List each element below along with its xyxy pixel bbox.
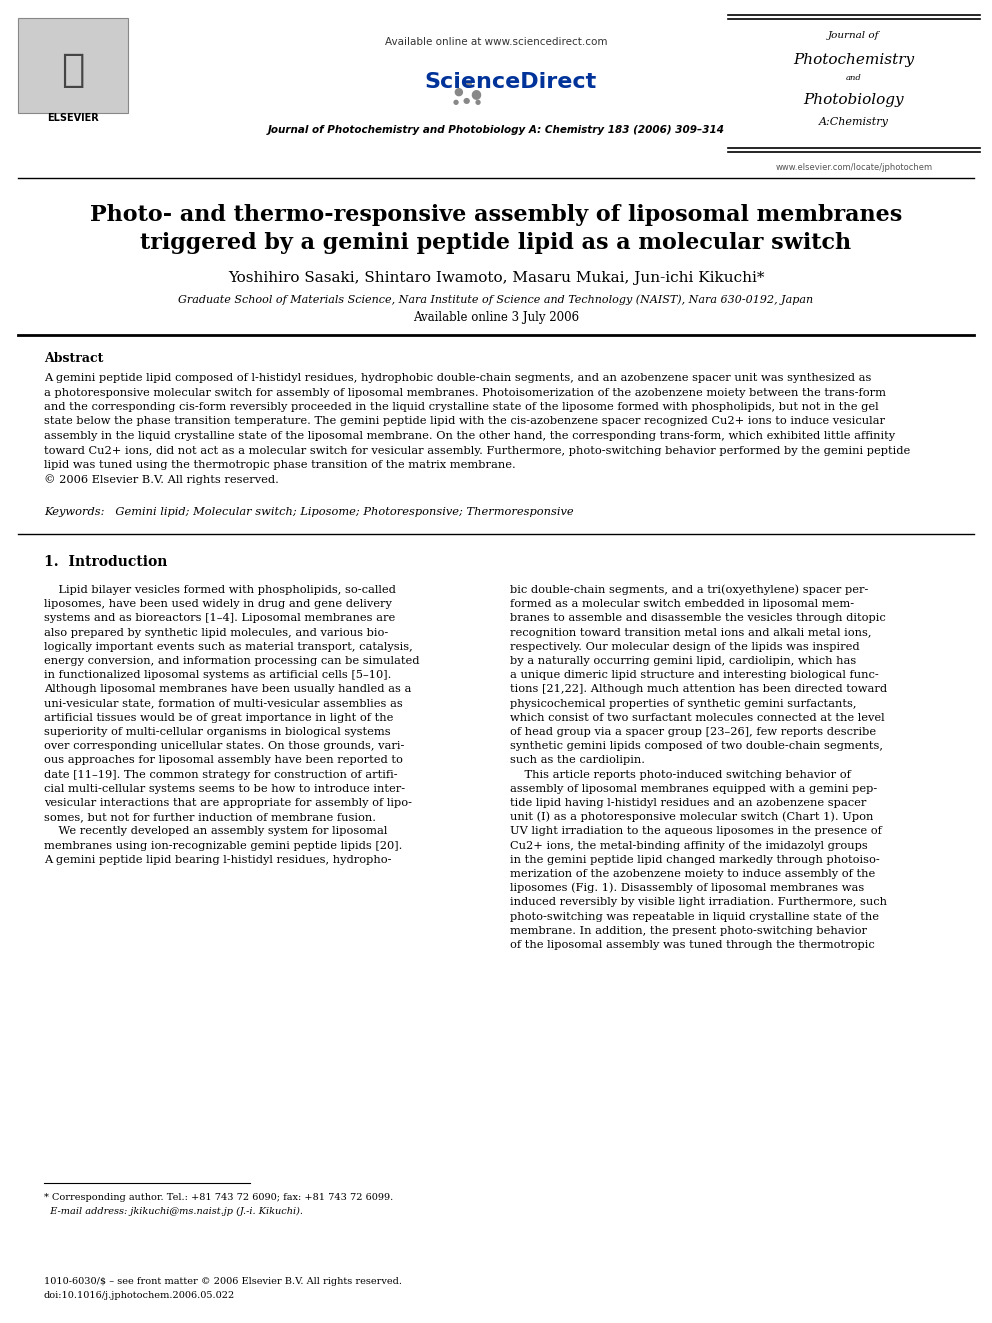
Text: unit (I) as a photoresponsive molecular switch (Chart 1). Upon: unit (I) as a photoresponsive molecular … [510,812,873,823]
Text: ●: ● [453,99,459,105]
Text: respectively. Our molecular design of the lipids was inspired: respectively. Our molecular design of th… [510,642,860,652]
Text: of head group via a spacer group [23–26], few reports describe: of head group via a spacer group [23–26]… [510,728,876,737]
Text: Keywords:   Gemini lipid; Molecular switch; Liposome; Photoresponsive; Thermores: Keywords: Gemini lipid; Molecular switch… [44,507,573,517]
Text: ●: ● [475,99,481,105]
Text: Available online 3 July 2006: Available online 3 July 2006 [413,311,579,324]
Text: also prepared by synthetic lipid molecules, and various bio-: also prepared by synthetic lipid molecul… [44,627,388,638]
Text: state below the phase transition temperature. The gemini peptide lipid with the : state below the phase transition tempera… [44,417,885,426]
Text: tions [21,22]. Although much attention has been directed toward: tions [21,22]. Although much attention h… [510,684,887,695]
Text: artificial tissues would be of great importance in light of the: artificial tissues would be of great imp… [44,713,394,722]
Text: Journal of: Journal of [828,30,880,40]
Text: UV light irradiation to the aqueous liposomes in the presence of: UV light irradiation to the aqueous lipo… [510,827,882,836]
Text: * Corresponding author. Tel.: +81 743 72 6090; fax: +81 743 72 6099.: * Corresponding author. Tel.: +81 743 72… [44,1192,393,1201]
Text: assembly in the liquid crystalline state of the liposomal membrane. On the other: assembly in the liquid crystalline state… [44,431,895,441]
Text: www.elsevier.com/locate/jphotochem: www.elsevier.com/locate/jphotochem [776,164,932,172]
Text: which consist of two surfactant molecules connected at the level: which consist of two surfactant molecule… [510,713,885,722]
Text: ●: ● [462,95,469,105]
Text: A:Chemistry: A:Chemistry [819,116,889,127]
Text: ELSEVIER: ELSEVIER [48,112,99,123]
Text: logically important events such as material transport, catalysis,: logically important events such as mater… [44,642,413,652]
Text: Photobiology: Photobiology [804,93,905,107]
Text: physicochemical properties of synthetic gemini surfactants,: physicochemical properties of synthetic … [510,699,856,709]
Text: Graduate School of Materials Science, Nara Institute of Science and Technology (: Graduate School of Materials Science, Na… [179,295,813,306]
Text: and the corresponding cis-form reversibly proceeded in the liquid crystalline st: and the corresponding cis-form reversibl… [44,402,879,411]
Text: ●: ● [463,79,472,89]
Text: recognition toward transition metal ions and alkali metal ions,: recognition toward transition metal ions… [510,627,872,638]
Text: © 2006 Elsevier B.V. All rights reserved.: © 2006 Elsevier B.V. All rights reserved… [44,474,279,486]
Text: Yoshihiro Sasaki, Shintaro Iwamoto, Masaru Mukai, Jun-ichi Kikuchi*: Yoshihiro Sasaki, Shintaro Iwamoto, Masa… [228,271,764,284]
Text: liposomes (Fig. 1). Disassembly of liposomal membranes was: liposomes (Fig. 1). Disassembly of lipos… [510,882,864,893]
Text: 🏛: 🏛 [62,52,84,89]
Text: ●: ● [453,87,463,97]
Text: Photochemistry: Photochemistry [794,53,915,67]
Text: Cu2+ ions, the metal-binding affinity of the imidazolyl groups: Cu2+ ions, the metal-binding affinity of… [510,840,868,851]
Text: 1010-6030/$ – see front matter © 2006 Elsevier B.V. All rights reserved.: 1010-6030/$ – see front matter © 2006 El… [44,1277,402,1286]
Text: doi:10.1016/j.jphotochem.2006.05.022: doi:10.1016/j.jphotochem.2006.05.022 [44,1290,235,1299]
Text: A gemini peptide lipid composed of l-histidyl residues, hydrophobic double-chain: A gemini peptide lipid composed of l-his… [44,373,871,382]
Text: E-mail address: jkikuchi@ms.naist.jp (J.-i. Kikuchi).: E-mail address: jkikuchi@ms.naist.jp (J.… [44,1207,303,1216]
Text: A gemini peptide lipid bearing l-histidyl residues, hydropho-: A gemini peptide lipid bearing l-histidy… [44,855,392,865]
Text: liposomes, have been used widely in drug and gene delivery: liposomes, have been used widely in drug… [44,599,392,609]
Text: vesicular interactions that are appropriate for assembly of lipo-: vesicular interactions that are appropri… [44,798,412,808]
Text: in the gemini peptide lipid changed markedly through photoiso-: in the gemini peptide lipid changed mark… [510,855,880,865]
Text: ScienceDirect: ScienceDirect [425,71,597,93]
Text: formed as a molecular switch embedded in liposomal mem-: formed as a molecular switch embedded in… [510,599,854,609]
Text: bic double-chain segments, and a tri(oxyethylene) spacer per-: bic double-chain segments, and a tri(oxy… [510,585,868,595]
Text: cial multi-cellular systems seems to be how to introduce inter-: cial multi-cellular systems seems to be … [44,783,405,794]
Text: 1.  Introduction: 1. Introduction [44,556,168,569]
Text: of the liposomal assembly was tuned through the thermotropic: of the liposomal assembly was tuned thro… [510,941,875,950]
Text: over corresponding unicellular states. On those grounds, vari-: over corresponding unicellular states. O… [44,741,405,751]
Text: branes to assemble and disassemble the vesicles through ditopic: branes to assemble and disassemble the v… [510,614,886,623]
Text: membrane. In addition, the present photo-switching behavior: membrane. In addition, the present photo… [510,926,867,935]
Text: toward Cu2+ ions, did not act as a molecular switch for vesicular assembly. Furt: toward Cu2+ ions, did not act as a molec… [44,446,911,455]
Text: merization of the azobenzene moiety to induce assembly of the: merization of the azobenzene moiety to i… [510,869,875,878]
Text: in functionalized liposomal systems as artificial cells [5–10].: in functionalized liposomal systems as a… [44,671,392,680]
Text: energy conversion, and information processing can be simulated: energy conversion, and information proce… [44,656,420,665]
Text: a unique dimeric lipid structure and interesting biological func-: a unique dimeric lipid structure and int… [510,671,879,680]
Bar [18,19,128,112]
Text: ●: ● [470,87,481,101]
Text: ous approaches for liposomal assembly have been reported to: ous approaches for liposomal assembly ha… [44,755,403,766]
Text: a photoresponsive molecular switch for assembly of liposomal membranes. Photoiso: a photoresponsive molecular switch for a… [44,388,886,397]
Text: Abstract: Abstract [44,352,103,365]
Text: photo-switching was repeatable in liquid crystalline state of the: photo-switching was repeatable in liquid… [510,912,879,922]
Text: Journal of Photochemistry and Photobiology A: Chemistry 183 (2006) 309–314: Journal of Photochemistry and Photobiolo… [268,124,724,135]
Text: by a naturally occurring gemini lipid, cardiolipin, which has: by a naturally occurring gemini lipid, c… [510,656,856,665]
Text: induced reversibly by visible light irradiation. Furthermore, such: induced reversibly by visible light irra… [510,897,887,908]
Text: and: and [846,74,862,82]
Text: membranes using ion-recognizable gemini peptide lipids [20].: membranes using ion-recognizable gemini … [44,840,403,851]
Text: We recently developed an assembly system for liposomal: We recently developed an assembly system… [44,827,387,836]
Text: Lipid bilayer vesicles formed with phospholipids, so-called: Lipid bilayer vesicles formed with phosp… [44,585,396,595]
Text: date [11–19]. The common strategy for construction of artifi-: date [11–19]. The common strategy for co… [44,770,398,779]
Text: Although liposomal membranes have been usually handled as a: Although liposomal membranes have been u… [44,684,412,695]
Text: superiority of multi-cellular organisms in biological systems: superiority of multi-cellular organisms … [44,728,391,737]
Text: systems and as bioreactors [1–4]. Liposomal membranes are: systems and as bioreactors [1–4]. Liposo… [44,614,395,623]
Text: uni-vesicular state, formation of multi-vesicular assemblies as: uni-vesicular state, formation of multi-… [44,699,403,709]
Text: lipid was tuned using the thermotropic phase transition of the matrix membrane.: lipid was tuned using the thermotropic p… [44,460,516,470]
Text: Available online at www.sciencedirect.com: Available online at www.sciencedirect.co… [385,37,607,48]
Text: Photo- and thermo-responsive assembly of liposomal membranes: Photo- and thermo-responsive assembly of… [90,204,902,226]
Text: This article reports photo-induced switching behavior of: This article reports photo-induced switc… [510,770,851,779]
Text: tide lipid having l-histidyl residues and an azobenzene spacer: tide lipid having l-histidyl residues an… [510,798,866,808]
Text: assembly of liposomal membranes equipped with a gemini pep-: assembly of liposomal membranes equipped… [510,783,877,794]
Text: triggered by a gemini peptide lipid as a molecular switch: triggered by a gemini peptide lipid as a… [141,232,851,254]
Text: somes, but not for further induction of membrane fusion.: somes, but not for further induction of … [44,812,376,822]
Text: synthetic gemini lipids composed of two double-chain segments,: synthetic gemini lipids composed of two … [510,741,883,751]
Text: such as the cardiolipin.: such as the cardiolipin. [510,755,645,766]
